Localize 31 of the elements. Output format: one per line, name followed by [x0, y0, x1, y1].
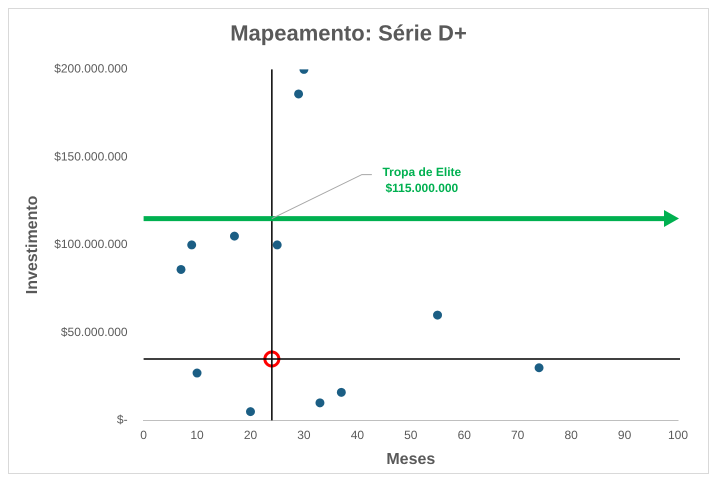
x-tick-label: 20 [244, 428, 258, 442]
point [534, 363, 544, 372]
point [187, 240, 196, 250]
point [192, 368, 202, 378]
point [315, 398, 324, 408]
x-axis-title: Meses [386, 450, 436, 468]
point [176, 264, 186, 274]
point [336, 388, 346, 397]
x-tick-label: 50 [404, 428, 418, 442]
x-tick-label: 30 [297, 428, 311, 442]
x-tick-label: 0 [140, 428, 148, 442]
y-tick-label: $50.000.000 [60, 324, 128, 339]
x-tick-label: 100 [668, 428, 688, 442]
ref-line-label: Tropa de Elite $115.000.000 [382, 164, 462, 195]
chart-title: Mapeamento: Série D+ [230, 20, 467, 46]
x-tick-label: 90 [618, 428, 632, 442]
x-tick-label: 10 [190, 428, 204, 442]
y-tick-label: $150.000.000 [54, 149, 128, 164]
x-tick-label: 80 [564, 428, 578, 442]
point [272, 240, 282, 250]
x-tick-label: 60 [458, 428, 472, 442]
y-tick-label: $200.000.000 [54, 62, 128, 76]
x-tick-label: 40 [350, 428, 364, 442]
x-tick-label: 70 [511, 428, 525, 442]
point [246, 407, 255, 416]
point [230, 232, 239, 241]
point [294, 89, 304, 98]
point [433, 310, 442, 320]
y-tick-label: $- [116, 412, 128, 427]
y-axis-title: Investimento [24, 195, 42, 294]
y-tick-label: $100.000.000 [54, 237, 128, 252]
